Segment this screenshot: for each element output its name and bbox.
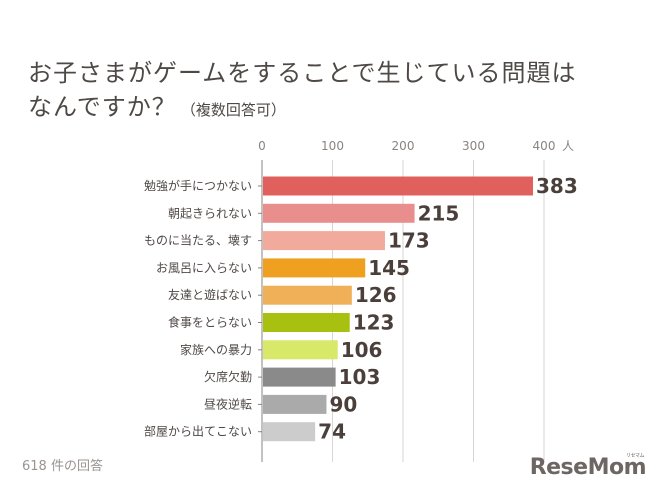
value-label-5: 123 — [353, 311, 395, 335]
value-label-4: 126 — [355, 283, 397, 307]
category-label-9: 部屋から出てこない — [144, 424, 252, 439]
bar-3 — [263, 258, 366, 278]
x-tick-label-0: 0 — [258, 139, 266, 153]
category-label-8: 昼夜逆転 — [204, 396, 252, 411]
bar-6 — [263, 340, 338, 360]
chart-title-question: なんですか？ — [28, 93, 177, 121]
category-label-5: 食事をとらない — [168, 315, 252, 330]
x-axis-unit-label: 人 — [562, 139, 574, 153]
value-label-8: 90 — [329, 392, 357, 416]
x-tick-label-200: 200 — [392, 139, 415, 153]
category-label-7: 欠席欠勤 — [204, 369, 252, 384]
logo-text: ReseMom — [529, 455, 647, 480]
resemom-logo: ReseMom リセマム — [529, 453, 647, 480]
x-tick-label-300: 300 — [462, 139, 485, 153]
logo-small-text: リセマム — [625, 453, 645, 459]
bar-9 — [263, 422, 316, 442]
category-label-4: 友達と遊ばない — [168, 287, 252, 302]
chart-title-note: （複数回答可） — [180, 101, 286, 119]
value-label-1: 215 — [418, 201, 460, 225]
bar-1 — [263, 203, 415, 223]
bar-8 — [263, 394, 327, 414]
category-label-1: 朝起きられない — [168, 206, 252, 220]
respondent-count: 618 件の回答 — [22, 459, 103, 474]
category-label-3: お風呂に入らない — [156, 261, 252, 275]
x-tick-label-400: 400 — [533, 139, 556, 153]
category-label-0: 勉強が手につかない — [144, 178, 252, 193]
value-label-3: 145 — [368, 256, 410, 280]
category-label-6: 家族への暴力 — [180, 342, 252, 357]
value-label-7: 103 — [339, 365, 381, 389]
chart-title-line2: なんですか？ （複数回答可） — [28, 90, 648, 127]
category-label-2: ものに当たる、壊す — [144, 234, 252, 248]
value-label-9: 74 — [318, 420, 346, 444]
chart-title-line1: お子さまがゲームをすることで生じている問題は — [28, 59, 577, 87]
x-tick-label-100: 100 — [321, 139, 344, 153]
bar-0 — [263, 176, 534, 196]
value-label-2: 173 — [388, 229, 430, 253]
bar-2 — [263, 231, 385, 251]
value-label-6: 106 — [341, 338, 383, 362]
chart-title: お子さまがゲームをすることで生じている問題は なんですか？ （複数回答可） — [28, 56, 648, 127]
bar-5 — [263, 313, 350, 332]
bar-7 — [263, 367, 336, 387]
value-label-0: 383 — [536, 174, 578, 198]
bar-4 — [263, 285, 352, 305]
